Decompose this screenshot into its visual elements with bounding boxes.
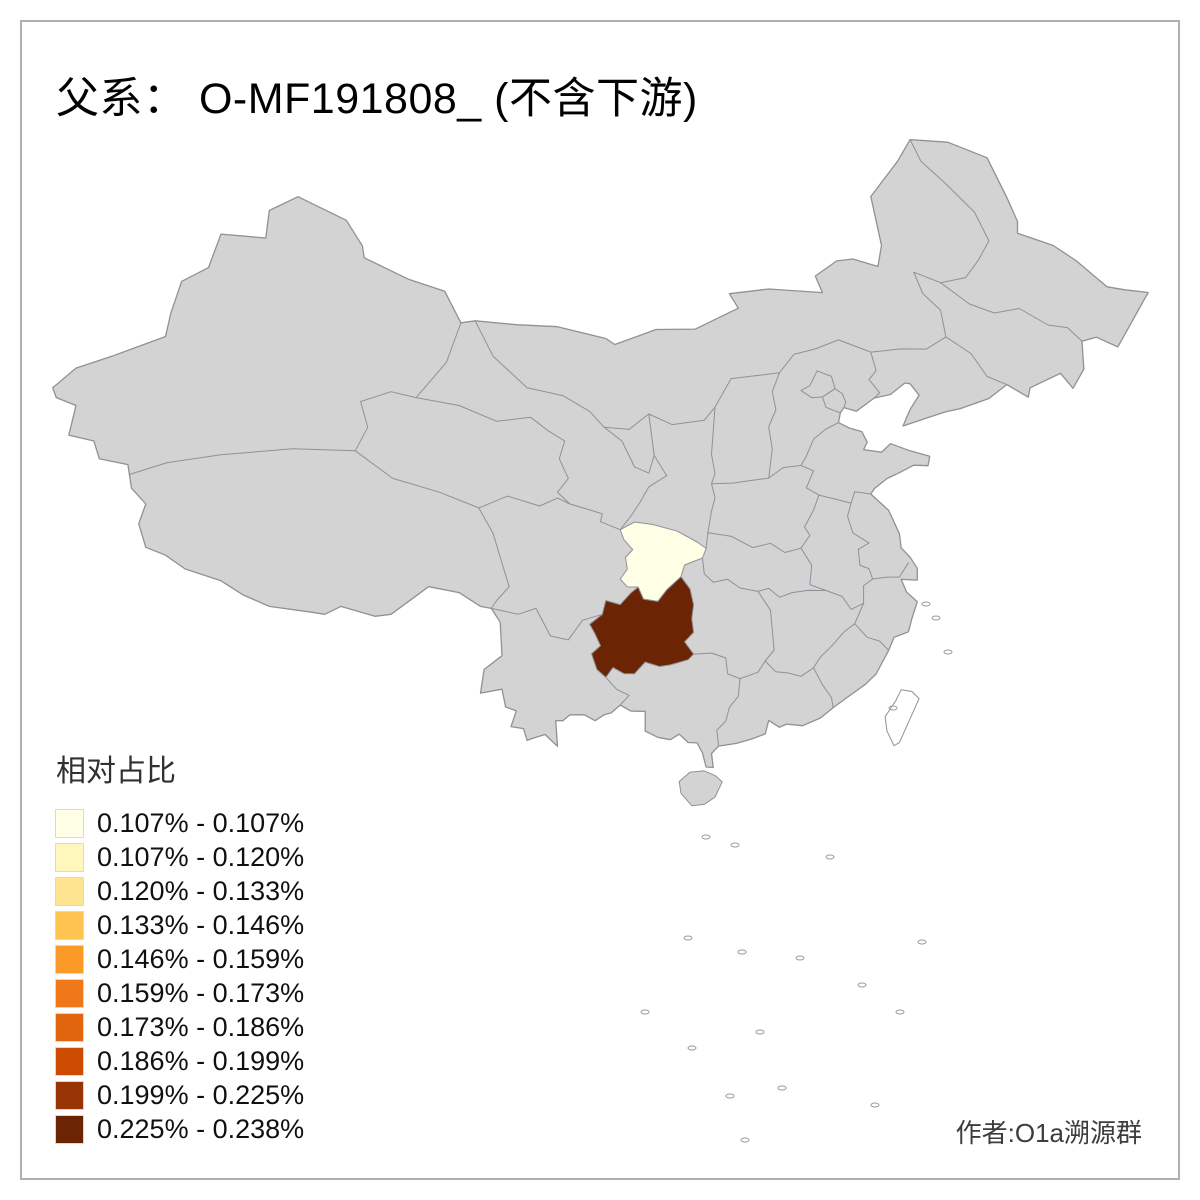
province-border: [847, 502, 874, 580]
sea-islet: [730, 842, 740, 848]
legend-swatch: [55, 978, 84, 1008]
sea-islet: [725, 1093, 735, 1099]
sea-islet: [755, 1029, 765, 1035]
author-credit: 作者:O1a溯源群: [955, 1118, 1142, 1148]
province-border: [821, 388, 847, 409]
legend-label: 0.146% - 0.159%: [97, 943, 305, 974]
province-border: [800, 465, 820, 496]
province-border: [821, 396, 841, 414]
province-border: [800, 370, 836, 399]
province-border: [478, 495, 571, 509]
sea-islet: [777, 1085, 787, 1091]
hainan-island-shape: [678, 770, 723, 807]
sea-islet: [701, 834, 711, 840]
province-border: [872, 562, 909, 580]
province-border: [474, 139, 990, 430]
legend-swatch: [55, 1012, 84, 1042]
sea-islet: [825, 854, 835, 860]
legend-item: 0.173% - 0.186%: [55, 1010, 305, 1044]
province-border: [605, 676, 630, 706]
legend-swatch: [55, 1114, 84, 1144]
province-border: [813, 667, 834, 709]
sea-islet: [683, 935, 693, 941]
legend-label: 0.159% - 0.173%: [97, 977, 305, 1008]
china-mainland-shape: [52, 138, 1149, 769]
legend-item: 0.199% - 0.225%: [55, 1078, 305, 1112]
province-border: [354, 450, 510, 609]
province-border: [603, 413, 655, 474]
province-border: [854, 578, 874, 625]
province-border: [693, 652, 741, 680]
legend-label: 0.173% - 0.186%: [97, 1011, 305, 1042]
province-border: [569, 503, 621, 531]
sea-islet: [888, 705, 898, 711]
province-border: [764, 660, 814, 677]
sea-islet: [921, 601, 931, 607]
sea-islet: [895, 1009, 905, 1015]
sea-islet: [857, 982, 867, 988]
legend-item: 0.133% - 0.146%: [55, 908, 305, 942]
province-border: [354, 322, 462, 452]
province-border: [768, 372, 780, 479]
legend-item: 0.186% - 0.199%: [55, 1044, 305, 1078]
sea-islet: [870, 1102, 880, 1108]
province-border: [490, 607, 603, 641]
province-border: [707, 483, 716, 534]
legend-item: 0.159% - 0.173%: [55, 976, 305, 1010]
figure-title: 父系： O-MF191808_ (不含下游): [56, 75, 698, 123]
legend-items: 0.107% - 0.107% 0.107% - 0.120% 0.120% - 0…: [55, 806, 305, 1146]
province-border: [711, 406, 770, 485]
legend-item: 0.107% - 0.120%: [55, 840, 305, 874]
legend-label: 0.120% - 0.133%: [97, 875, 305, 906]
province-border: [854, 623, 890, 651]
legend: 相对占比 0.107% - 0.107% 0.107% - 0.120% 0.120…: [55, 746, 305, 1146]
province-border: [868, 351, 881, 399]
province-border: [945, 336, 1008, 386]
province-border: [739, 660, 766, 680]
legend-label: 0.186% - 0.199%: [97, 1045, 305, 1076]
legend-item: 0.120% - 0.133%: [55, 874, 305, 908]
legend-swatch: [55, 1046, 84, 1076]
province-border: [825, 590, 865, 610]
sea-islet: [640, 1009, 650, 1015]
legend-swatch: [55, 910, 84, 940]
legend-label: 0.107% - 0.120%: [97, 841, 305, 872]
legend-swatch: [55, 808, 84, 838]
sea-islet: [737, 949, 747, 955]
taiwan-island-shape: [884, 689, 920, 747]
sea-islet: [917, 939, 927, 945]
legend-label: 0.107% - 0.107%: [97, 807, 305, 838]
province-border: [800, 422, 839, 466]
province-border: [768, 465, 802, 479]
legend-item: 0.107% - 0.107%: [55, 806, 305, 840]
sea-islet: [687, 1045, 697, 1051]
sea-islet: [943, 649, 953, 655]
province-border: [813, 623, 856, 669]
legend-label: 0.133% - 0.146%: [97, 909, 305, 940]
province-border: [800, 494, 820, 549]
province-border: [940, 282, 1083, 342]
legend-swatch: [55, 1080, 84, 1110]
sea-islet: [740, 1137, 750, 1143]
legend-title: 相对占比: [56, 755, 176, 788]
province-border: [415, 397, 571, 505]
legend-item: 0.225% - 0.238%: [55, 1112, 305, 1146]
legend-label: 0.199% - 0.225%: [97, 1079, 305, 1110]
sea-islet: [931, 615, 941, 621]
province-border: [619, 455, 668, 531]
province-border: [129, 448, 356, 475]
legend-label: 0.225% - 0.238%: [97, 1113, 305, 1144]
sea-islet: [795, 955, 805, 961]
province-border: [757, 590, 775, 662]
province-border: [800, 547, 827, 591]
legend-swatch: [55, 842, 84, 872]
legend-swatch: [55, 944, 84, 974]
region-guizhou-highlight: [589, 576, 695, 678]
legend-swatch: [55, 876, 84, 906]
province-border: [716, 678, 741, 747]
legend-item: 0.146% - 0.159%: [55, 942, 305, 976]
